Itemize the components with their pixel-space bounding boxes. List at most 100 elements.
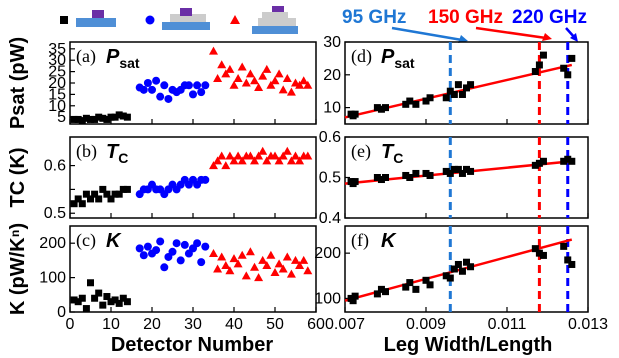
- y-tick-label: 30: [323, 34, 341, 51]
- series-points: [347, 242, 576, 305]
- data-point: [229, 254, 239, 263]
- x-tick-label: 0: [66, 316, 75, 333]
- x-tick-label: 0.007: [325, 316, 365, 333]
- data-point: [535, 159, 543, 167]
- data-point: [139, 85, 148, 94]
- data-point: [160, 263, 169, 272]
- data-point: [450, 165, 458, 173]
- data-point: [262, 261, 272, 270]
- data-point: [282, 252, 292, 261]
- panel-variable-label: TC: [106, 141, 128, 166]
- data-point: [123, 113, 131, 121]
- data-point: [426, 281, 434, 289]
- data-point: [422, 276, 430, 284]
- y-tick-label: 20: [323, 67, 341, 84]
- layer-stack-3-icon: [252, 6, 298, 34]
- panel-d: 10 20 30 (d) Psat: [323, 34, 589, 125]
- y-tick-label: 10: [48, 98, 66, 115]
- data-point: [412, 169, 420, 177]
- data-point: [426, 94, 434, 102]
- data-point: [217, 252, 227, 261]
- x-tick-label: 50: [266, 316, 284, 333]
- data-point: [351, 110, 359, 118]
- data-point: [221, 261, 231, 270]
- data-point: [426, 171, 434, 179]
- series-triangle: [209, 247, 313, 282]
- data-point: [74, 195, 82, 203]
- data-point: [454, 165, 462, 173]
- data-point: [95, 113, 103, 121]
- data-point: [233, 151, 243, 160]
- data-point: [245, 151, 255, 160]
- y-axis-label: Psat (pW): [7, 37, 29, 129]
- data-point: [274, 259, 284, 268]
- panel-variable-label: TC: [381, 141, 403, 166]
- y-tick-label: 20: [48, 75, 66, 92]
- data-point: [282, 146, 292, 155]
- x-tick-label: 60: [307, 316, 325, 333]
- x-tick-label: 30: [184, 316, 202, 333]
- data-point: [303, 80, 313, 89]
- data-point: [422, 169, 430, 177]
- panel-c: 0 100 200 0 10 20 30 40 50 60 (c) K K (pW/Kⁿ): [7, 223, 325, 333]
- data-point: [270, 267, 280, 276]
- series-square: [70, 279, 131, 313]
- legend-triangle-marker: [230, 15, 240, 24]
- x-tick-label: 10: [102, 316, 120, 333]
- data-point: [139, 251, 148, 260]
- series-circle: [135, 76, 210, 103]
- data-point: [201, 242, 210, 251]
- data-point: [564, 155, 572, 163]
- panel-letter: (d): [351, 46, 372, 67]
- arrow-95-icon: [391, 26, 463, 42]
- data-point: [115, 190, 123, 198]
- data-point: [373, 290, 381, 298]
- data-point: [82, 305, 90, 313]
- data-point: [446, 87, 454, 95]
- data-point: [535, 249, 543, 257]
- data-point: [152, 246, 161, 255]
- data-point: [168, 247, 177, 256]
- data-point: [119, 294, 127, 302]
- x-tick-label: 0.009: [406, 316, 446, 333]
- data-point: [373, 174, 381, 181]
- data-point: [164, 94, 173, 103]
- data-point: [286, 156, 296, 165]
- data-point: [70, 296, 78, 304]
- panel-variable-label: Psat: [381, 46, 415, 71]
- data-point: [193, 81, 202, 90]
- series-triangle: [209, 146, 313, 170]
- plot-frame: [344, 41, 589, 125]
- data-point: [564, 256, 572, 264]
- data-point: [189, 90, 197, 99]
- data-point: [412, 100, 420, 108]
- data-point: [148, 85, 156, 94]
- data-point: [111, 190, 119, 198]
- panel-letter: (a): [76, 46, 96, 67]
- left-x-axis-label: Detector Number: [111, 334, 273, 356]
- data-point: [221, 69, 231, 78]
- data-point: [382, 104, 389, 112]
- data-point: [254, 83, 264, 92]
- data-point: [278, 85, 288, 94]
- series-points: [347, 155, 576, 188]
- legend: [60, 6, 298, 34]
- data-point: [119, 112, 127, 120]
- data-point: [442, 272, 450, 280]
- data-point: [103, 115, 111, 123]
- x-tick-label: 0.011: [488, 316, 527, 333]
- data-point: [568, 54, 576, 62]
- data-point: [99, 114, 107, 122]
- y-tick-label: 0.6: [44, 158, 66, 175]
- data-point: [539, 51, 547, 59]
- data-point: [406, 174, 414, 181]
- data-point: [382, 174, 389, 181]
- panel-letter: (e): [351, 141, 371, 162]
- data-point: [442, 94, 450, 102]
- plot-frame: [344, 225, 589, 313]
- data-point: [560, 64, 568, 72]
- data-point: [156, 92, 165, 101]
- data-point: [99, 301, 107, 309]
- data-point: [402, 171, 410, 179]
- data-point: [176, 256, 185, 265]
